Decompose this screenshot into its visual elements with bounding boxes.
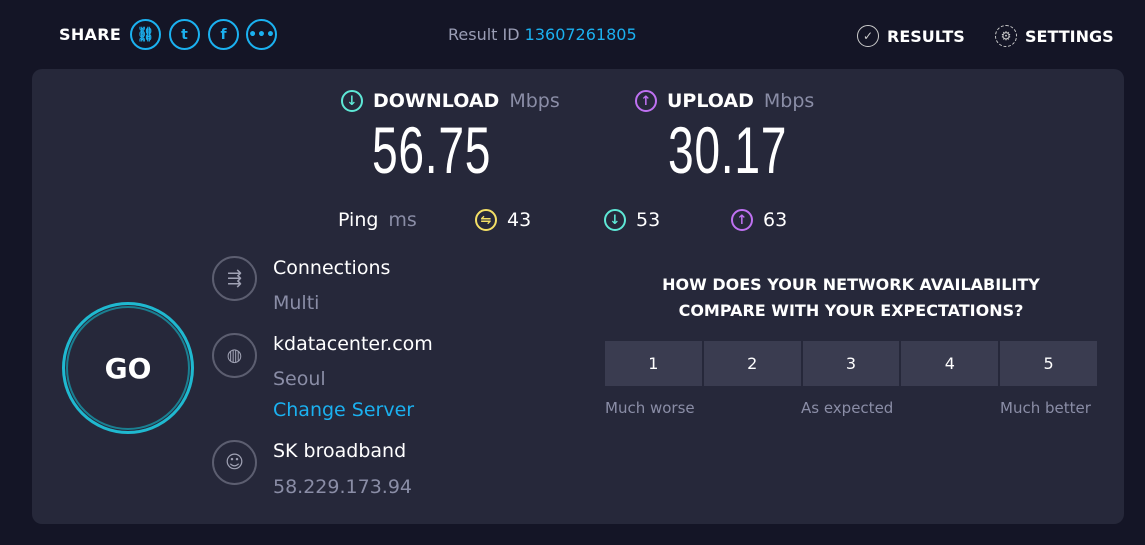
settings-label: SETTINGS [1025, 26, 1114, 46]
globe-icon: ◍ [212, 333, 257, 378]
isp-name: SK broadband [273, 440, 407, 462]
connections-icon: ⇶ [212, 256, 257, 301]
more-icon[interactable]: ••• [246, 19, 277, 50]
survey-question: HOW DOES YOUR NETWORK AVAILABILITY COMPAR… [604, 272, 1098, 324]
result-id-label: Result ID [448, 25, 520, 44]
user-icon: ☺ [212, 440, 257, 485]
twitter-icon[interactable]: t [169, 19, 200, 50]
ping-upload: ↑ 63 [731, 209, 787, 231]
ping-label: Ping [338, 209, 379, 231]
result-card [32, 69, 1124, 524]
upload-unit: Mbps [763, 90, 815, 112]
survey-question-line2: COMPARE WITH YOUR EXPECTATIONS? [678, 301, 1024, 320]
download-icon: ↓ [341, 90, 363, 112]
server-name: kdatacenter.com [273, 333, 433, 355]
rating-option-4[interactable]: 4 [901, 341, 999, 386]
survey-question-line1: HOW DOES YOUR NETWORK AVAILABILITY [662, 275, 1040, 294]
rating-option-2[interactable]: 2 [703, 341, 801, 386]
go-button[interactable]: GO [62, 302, 194, 434]
result-id-value[interactable]: 13607261805 [524, 25, 637, 44]
results-label: RESULTS [887, 26, 965, 46]
check-icon: ✓ [857, 25, 879, 47]
ping-download-icon: ↓ [604, 209, 626, 231]
ping-unit: ms [388, 209, 417, 231]
result-id: Result ID 13607261805 [448, 25, 637, 44]
upload-header: ↑ UPLOAD Mbps [635, 90, 814, 112]
gear-icon: ⚙ [995, 25, 1017, 47]
facebook-icon[interactable]: f [208, 19, 239, 50]
server-location: Seoul [273, 368, 326, 390]
rating-option-5[interactable]: 5 [1000, 341, 1097, 386]
link-icon[interactable]: ⛓ [130, 19, 161, 50]
ping-idle-icon: ⇋ [475, 209, 497, 231]
ping-download-value: 53 [636, 209, 661, 231]
ping-download: ↓ 53 [604, 209, 660, 231]
download-label: DOWNLOAD [373, 90, 500, 112]
rating-option-1[interactable]: 1 [605, 341, 702, 386]
scale-low-label: Much worse [605, 399, 695, 417]
rating-scale: 1 2 3 4 5 [605, 341, 1097, 386]
scale-high-label: Much better [1000, 399, 1091, 417]
download-value: 56.75 [372, 113, 492, 187]
ping-upload-value: 63 [763, 209, 788, 231]
scale-mid-label: As expected [801, 399, 894, 417]
upload-label: UPLOAD [667, 90, 754, 112]
download-unit: Mbps [509, 90, 560, 112]
settings-button[interactable]: ⚙ SETTINGS [995, 25, 1114, 47]
ping-upload-icon: ↑ [731, 209, 753, 231]
upload-value: 30.17 [668, 113, 788, 187]
ping-label-group: Ping ms [338, 209, 417, 231]
download-header: ↓ DOWNLOAD Mbps [341, 90, 560, 112]
change-server-link[interactable]: Change Server [273, 399, 415, 421]
rating-option-3[interactable]: 3 [802, 341, 900, 386]
results-button[interactable]: ✓ RESULTS [857, 25, 965, 47]
share-label: SHARE [59, 25, 122, 44]
ping-idle-value: 43 [507, 209, 532, 231]
connections-label: Connections [273, 257, 391, 279]
connections-value[interactable]: Multi [273, 292, 320, 314]
isp-ip: 58.229.173.94 [273, 476, 413, 498]
ping-idle: ⇋ 43 [475, 209, 531, 231]
upload-icon: ↑ [635, 90, 657, 112]
